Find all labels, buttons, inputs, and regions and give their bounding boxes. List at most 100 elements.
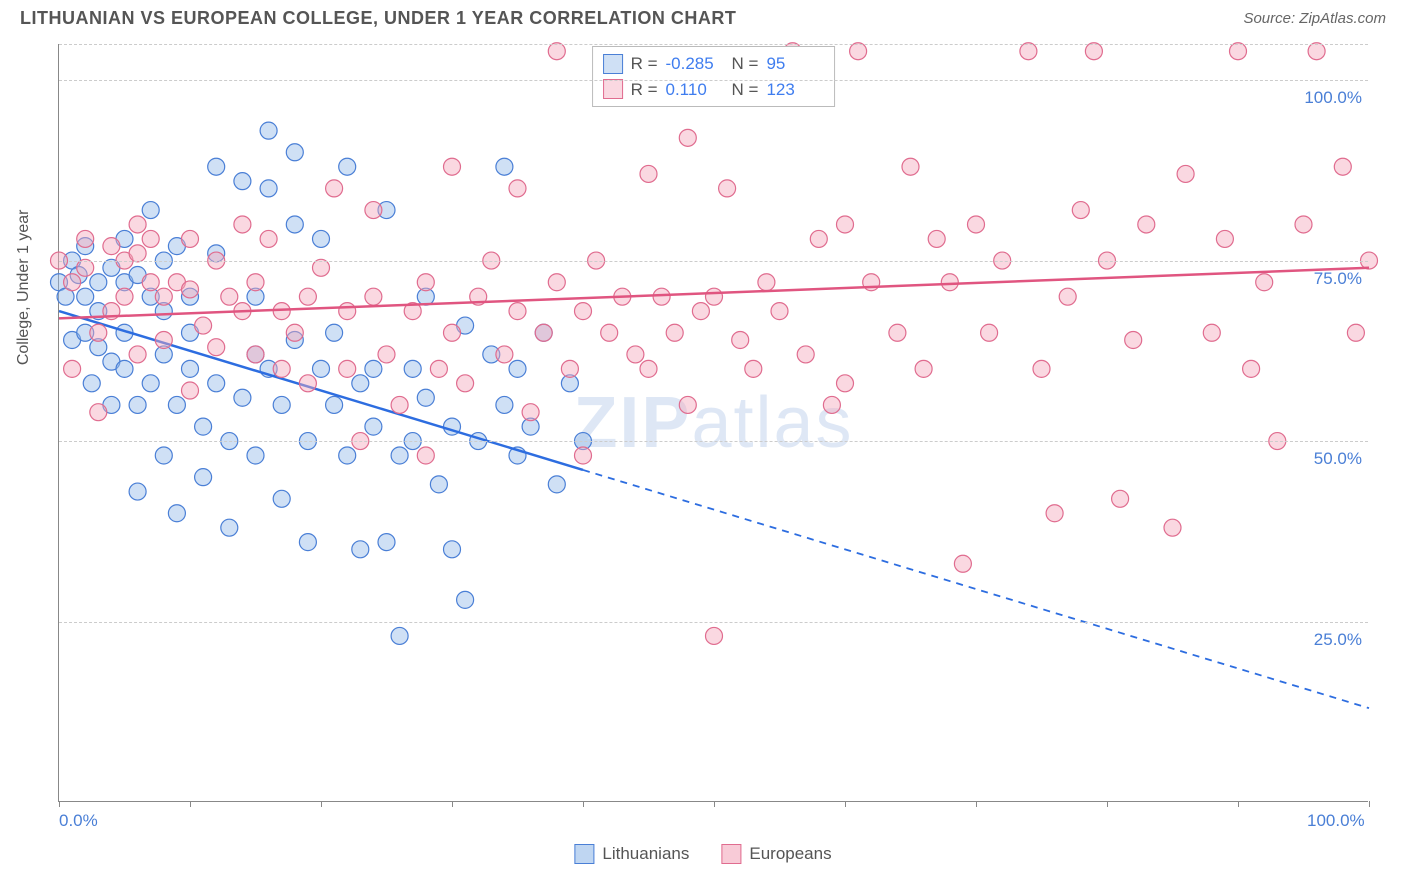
scatter-point — [195, 418, 212, 435]
scatter-point — [509, 180, 526, 197]
scatter-point — [260, 122, 277, 139]
scatter-point — [575, 303, 592, 320]
scatter-point — [313, 360, 330, 377]
gridline — [59, 441, 1368, 442]
scatter-point — [548, 43, 565, 60]
scatter-point — [430, 360, 447, 377]
scatter-point — [535, 324, 552, 341]
scatter-point — [155, 447, 172, 464]
scatter-point — [77, 288, 94, 305]
scatter-point — [195, 469, 212, 486]
scatter-point — [981, 324, 998, 341]
scatter-point — [706, 627, 723, 644]
scatter-point — [182, 382, 199, 399]
source-label: Source: ZipAtlas.com — [1243, 10, 1386, 27]
stat-n-label: N = — [732, 51, 759, 77]
scatter-point — [1033, 360, 1050, 377]
scatter-point — [679, 129, 696, 146]
y-tick-label: 75.0% — [1314, 269, 1362, 289]
scatter-point — [457, 591, 474, 608]
scatter-point — [941, 274, 958, 291]
scatter-point — [1256, 274, 1273, 291]
scatter-point — [103, 238, 120, 255]
scatter-point — [1334, 158, 1351, 175]
gridline — [59, 622, 1368, 623]
scatter-point — [208, 158, 225, 175]
trend-line-dashed — [583, 470, 1369, 708]
scatter-point — [1230, 43, 1247, 60]
scatter-point — [1020, 43, 1037, 60]
scatter-point — [732, 331, 749, 348]
scatter-point — [299, 375, 316, 392]
x-tick — [714, 801, 715, 807]
scatter-point — [745, 360, 762, 377]
scatter-point — [430, 476, 447, 493]
gridline — [59, 44, 1368, 45]
scatter-point — [1295, 216, 1312, 233]
scatter-point — [142, 375, 159, 392]
scatter-point — [155, 288, 172, 305]
scatter-point — [299, 534, 316, 551]
scatter-point — [548, 274, 565, 291]
scatter-point — [1216, 230, 1233, 247]
legend-label: Lithuanians — [602, 844, 689, 864]
scatter-point — [313, 259, 330, 276]
scatter-point — [168, 396, 185, 413]
scatter-point — [496, 346, 513, 363]
scatter-point — [719, 180, 736, 197]
scatter-point — [234, 216, 251, 233]
scatter-point — [326, 396, 343, 413]
scatter-point — [902, 158, 919, 175]
scatter-point — [208, 375, 225, 392]
scatter-point — [208, 339, 225, 356]
stat-r-value: -0.285 — [666, 51, 724, 77]
x-tick — [976, 801, 977, 807]
scatter-point — [182, 360, 199, 377]
scatter-point — [837, 216, 854, 233]
scatter-point — [1125, 331, 1142, 348]
scatter-point — [64, 274, 81, 291]
scatter-point — [339, 158, 356, 175]
scatter-point — [509, 303, 526, 320]
scatter-point — [378, 346, 395, 363]
x-tick — [321, 801, 322, 807]
scatter-point — [339, 360, 356, 377]
scatter-point — [391, 627, 408, 644]
x-tick — [59, 801, 60, 807]
scatter-point — [129, 396, 146, 413]
chart-title: LITHUANIAN VS EUROPEAN COLLEGE, UNDER 1 … — [20, 8, 736, 29]
scatter-point — [129, 483, 146, 500]
scatter-point — [928, 230, 945, 247]
scatter-point — [666, 324, 683, 341]
x-tick — [1238, 801, 1239, 807]
scatter-point — [575, 447, 592, 464]
scatter-point — [640, 165, 657, 182]
x-tick — [452, 801, 453, 807]
scatter-point — [326, 324, 343, 341]
x-tick-label: 100.0% — [1307, 811, 1365, 831]
scatter-point — [496, 396, 513, 413]
scatter-point — [221, 288, 238, 305]
scatter-point — [1138, 216, 1155, 233]
stat-n-value: 95 — [766, 51, 824, 77]
scatter-point — [1072, 202, 1089, 219]
legend-label: Europeans — [749, 844, 831, 864]
stat-legend-box: R =-0.285N =95R =0.110N =123 — [592, 46, 836, 107]
scatter-point — [247, 447, 264, 464]
scatter-point — [365, 202, 382, 219]
scatter-point — [260, 230, 277, 247]
plot-area: ZIPatlas R =-0.285N =95R =0.110N =123 25… — [58, 44, 1368, 802]
stat-row: R =-0.285N =95 — [603, 51, 825, 77]
scatter-point — [1112, 490, 1129, 507]
scatter-point — [404, 360, 421, 377]
scatter-point — [299, 288, 316, 305]
scatter-point — [313, 230, 330, 247]
scatter-point — [391, 396, 408, 413]
legend-swatch — [574, 844, 594, 864]
scatter-point — [640, 360, 657, 377]
scatter-point — [771, 303, 788, 320]
scatter-point — [234, 389, 251, 406]
scatter-point — [850, 43, 867, 60]
scatter-point — [286, 144, 303, 161]
scatter-svg — [59, 44, 1369, 802]
